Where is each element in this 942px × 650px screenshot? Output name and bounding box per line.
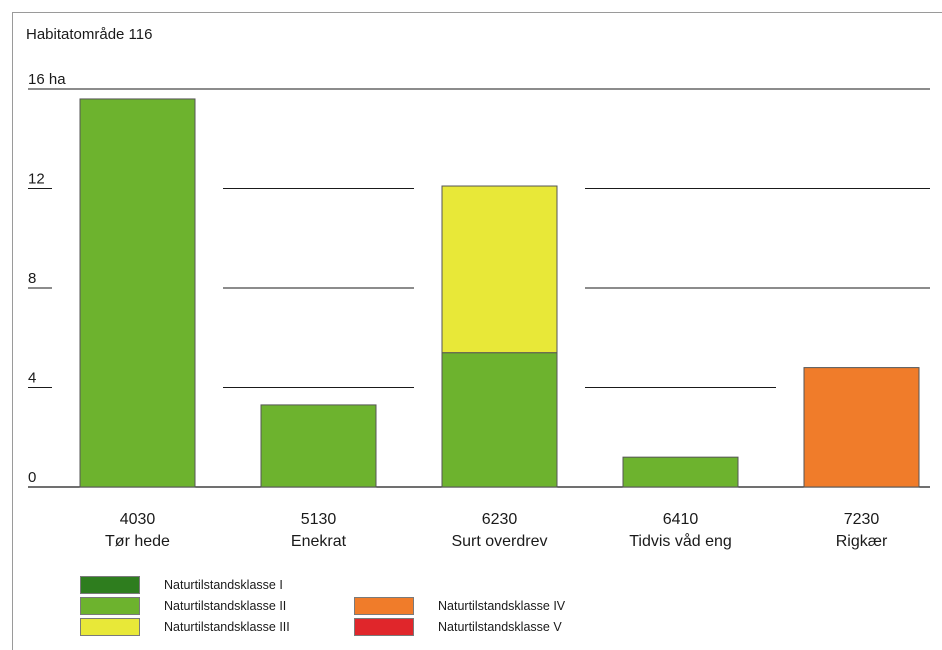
legend-label: Naturtilstandsklasse IV: [438, 599, 566, 613]
legend-swatch: [354, 618, 414, 636]
legend-swatch: [354, 597, 414, 615]
bar-segment: [622, 456, 739, 488]
x-tick-name: Surt overdrev: [451, 533, 547, 550]
x-tick-code: 5130: [301, 511, 337, 528]
y-tick-label: 8: [28, 270, 36, 287]
x-tick-code: 4030: [120, 511, 156, 528]
legend: Naturtilstandsklasse I Naturtilstandsklas…: [80, 576, 640, 646]
bar-segment: [441, 185, 558, 354]
y-tick-label: 4: [28, 370, 36, 387]
x-tick-code: 7230: [844, 511, 880, 528]
legend-label: Naturtilstandsklasse I: [164, 578, 283, 592]
x-tick-name: Tør hede: [105, 533, 170, 550]
legend-label: Naturtilstandsklasse II: [164, 599, 287, 613]
x-tick-name: Tidvis våd eng: [629, 532, 732, 550]
bar-segment: [803, 367, 920, 488]
y-tick-label: 12: [28, 171, 45, 188]
legend-item: Naturtilstandsklasse III: [80, 618, 290, 636]
x-tick-code: 6410: [663, 511, 699, 528]
legend-item: Naturtilstandsklasse I: [80, 576, 283, 594]
y-tick-label: 16 ha: [28, 71, 66, 88]
legend-item: Naturtilstandsklasse II: [80, 597, 286, 615]
legend-item: Naturtilstandsklasse V: [354, 618, 562, 636]
legend-swatch: [80, 576, 140, 594]
x-tick-name: Enekrat: [291, 533, 347, 550]
legend-swatch: [80, 618, 140, 636]
legend-swatch: [80, 597, 140, 615]
bar-segment: [441, 352, 558, 488]
chart-title: Habitatområde 116: [26, 26, 153, 43]
chart-frame: [12, 12, 942, 650]
bar-segment: [79, 98, 196, 488]
legend-label: Naturtilstandsklasse V: [438, 620, 562, 634]
x-tick-code: 6230: [482, 511, 518, 528]
y-tick-label: 0: [28, 469, 36, 486]
legend-label: Naturtilstandsklasse III: [164, 620, 290, 634]
bar-segment: [260, 404, 377, 488]
bar-chart: 0 4 8 12 16 ha 4030 Tør hede 5130 Enekrat 6230 Sur…: [28, 71, 930, 550]
x-tick-name: Rigkær: [836, 533, 888, 550]
legend-item: Naturtilstandsklasse IV: [354, 597, 565, 615]
